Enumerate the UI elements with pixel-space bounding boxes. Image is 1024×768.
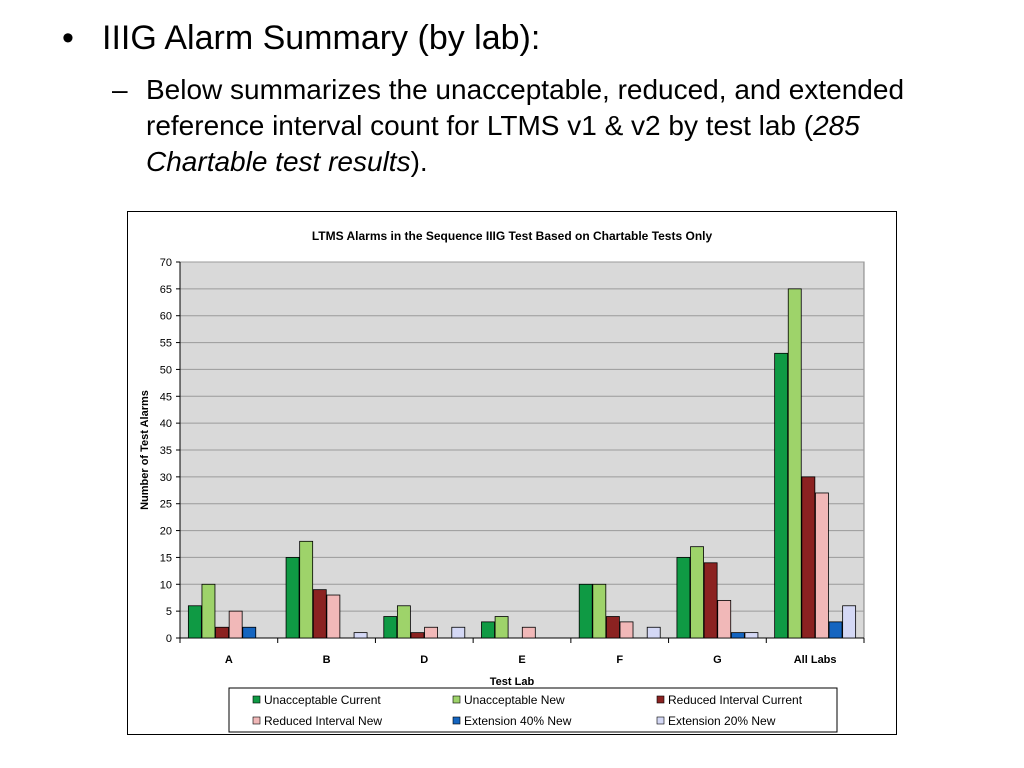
bar xyxy=(774,352,789,639)
legend-swatch xyxy=(452,716,461,725)
y-tick-label: 20 xyxy=(160,526,172,538)
bar xyxy=(717,599,732,639)
bar xyxy=(396,605,411,639)
bar xyxy=(285,557,300,639)
x-tick-label: D xyxy=(420,654,428,666)
bar xyxy=(606,616,620,639)
chart-title: LTMS Alarms in the Sequence IIIG Test Ba… xyxy=(312,229,713,243)
chart-frame: LTMS Alarms in the Sequence IIIG Test Ba… xyxy=(127,211,897,735)
bar xyxy=(619,621,634,639)
x-axis-label: Test Lab xyxy=(490,676,535,688)
bar xyxy=(451,626,466,639)
legend-label: Extension 20% New xyxy=(668,714,776,728)
bar xyxy=(201,583,216,639)
sub-text-before: Below summarizes the unacceptable, reduc… xyxy=(146,74,905,141)
bar xyxy=(481,621,495,639)
x-tick-label: B xyxy=(323,654,331,666)
bar xyxy=(646,626,661,639)
sub-text-italic: 285 Chartable test results xyxy=(146,110,860,177)
y-tick-label: 50 xyxy=(160,364,172,376)
x-tick-label: G xyxy=(713,654,722,666)
bar xyxy=(353,632,368,639)
bar xyxy=(494,616,509,639)
y-tick-label: 15 xyxy=(160,552,172,564)
legend-swatch xyxy=(252,695,261,704)
x-tick-label: All Labs xyxy=(794,654,837,666)
bar xyxy=(299,540,314,639)
y-tick-label: 60 xyxy=(160,311,172,323)
x-tick-label: F xyxy=(616,654,623,666)
y-tick-label: 70 xyxy=(160,257,172,269)
bar xyxy=(242,626,257,639)
bar xyxy=(787,288,802,639)
slide-title: IIIG Alarm Summary (by lab): xyxy=(102,19,541,57)
bar xyxy=(383,616,398,639)
bar xyxy=(815,492,829,639)
y-tick-label: 40 xyxy=(160,418,172,430)
bullet-symbol: • xyxy=(62,19,74,57)
bar xyxy=(187,605,202,639)
bar xyxy=(828,621,843,639)
legend-swatch xyxy=(656,716,665,725)
bar xyxy=(410,632,425,639)
bar xyxy=(578,583,593,639)
y-tick-label: 45 xyxy=(160,391,172,403)
y-tick-label: 30 xyxy=(160,472,172,484)
bar xyxy=(744,632,759,639)
bar xyxy=(215,626,229,639)
y-tick-label: 35 xyxy=(160,445,172,457)
y-tick-label: 65 xyxy=(160,284,172,296)
legend-label: Unacceptable Current xyxy=(264,693,381,707)
bar xyxy=(424,626,438,639)
bar xyxy=(326,594,341,639)
legend-box xyxy=(228,687,838,733)
y-tick-label: 5 xyxy=(166,606,172,618)
sub-text-after: ). xyxy=(410,146,428,177)
bar xyxy=(228,610,243,639)
sub-bullet-text: Below summarizes the unacceptable, reduc… xyxy=(146,72,976,180)
x-tick-label: A xyxy=(225,654,233,666)
bar xyxy=(703,562,718,639)
bar xyxy=(801,476,816,639)
y-tick-label: 10 xyxy=(160,579,172,591)
bar xyxy=(690,546,704,639)
bar xyxy=(842,605,857,639)
legend-label: Reduced Interval New xyxy=(264,714,382,728)
legend-label: Extension 40% New xyxy=(464,714,572,728)
bar xyxy=(592,583,607,639)
legend-label: Unacceptable New xyxy=(464,693,565,707)
bar xyxy=(730,632,745,639)
x-tick-label: E xyxy=(518,654,525,666)
bar xyxy=(521,626,536,639)
y-axis-label: Number of Test Alarms xyxy=(139,390,151,510)
alarm-bar-chart: LTMS Alarms in the Sequence IIIG Test Ba… xyxy=(139,229,865,733)
sub-bullet-dash: – xyxy=(112,74,128,105)
legend-label: Reduced Interval Current xyxy=(668,693,803,707)
y-tick-label: 55 xyxy=(160,338,172,350)
y-tick-label: 25 xyxy=(160,499,172,511)
bar xyxy=(676,557,691,639)
legend-swatch xyxy=(452,695,461,704)
legend-swatch xyxy=(252,716,261,725)
y-tick-label: 0 xyxy=(166,633,172,645)
bar xyxy=(312,589,327,639)
legend-swatch xyxy=(656,695,665,704)
